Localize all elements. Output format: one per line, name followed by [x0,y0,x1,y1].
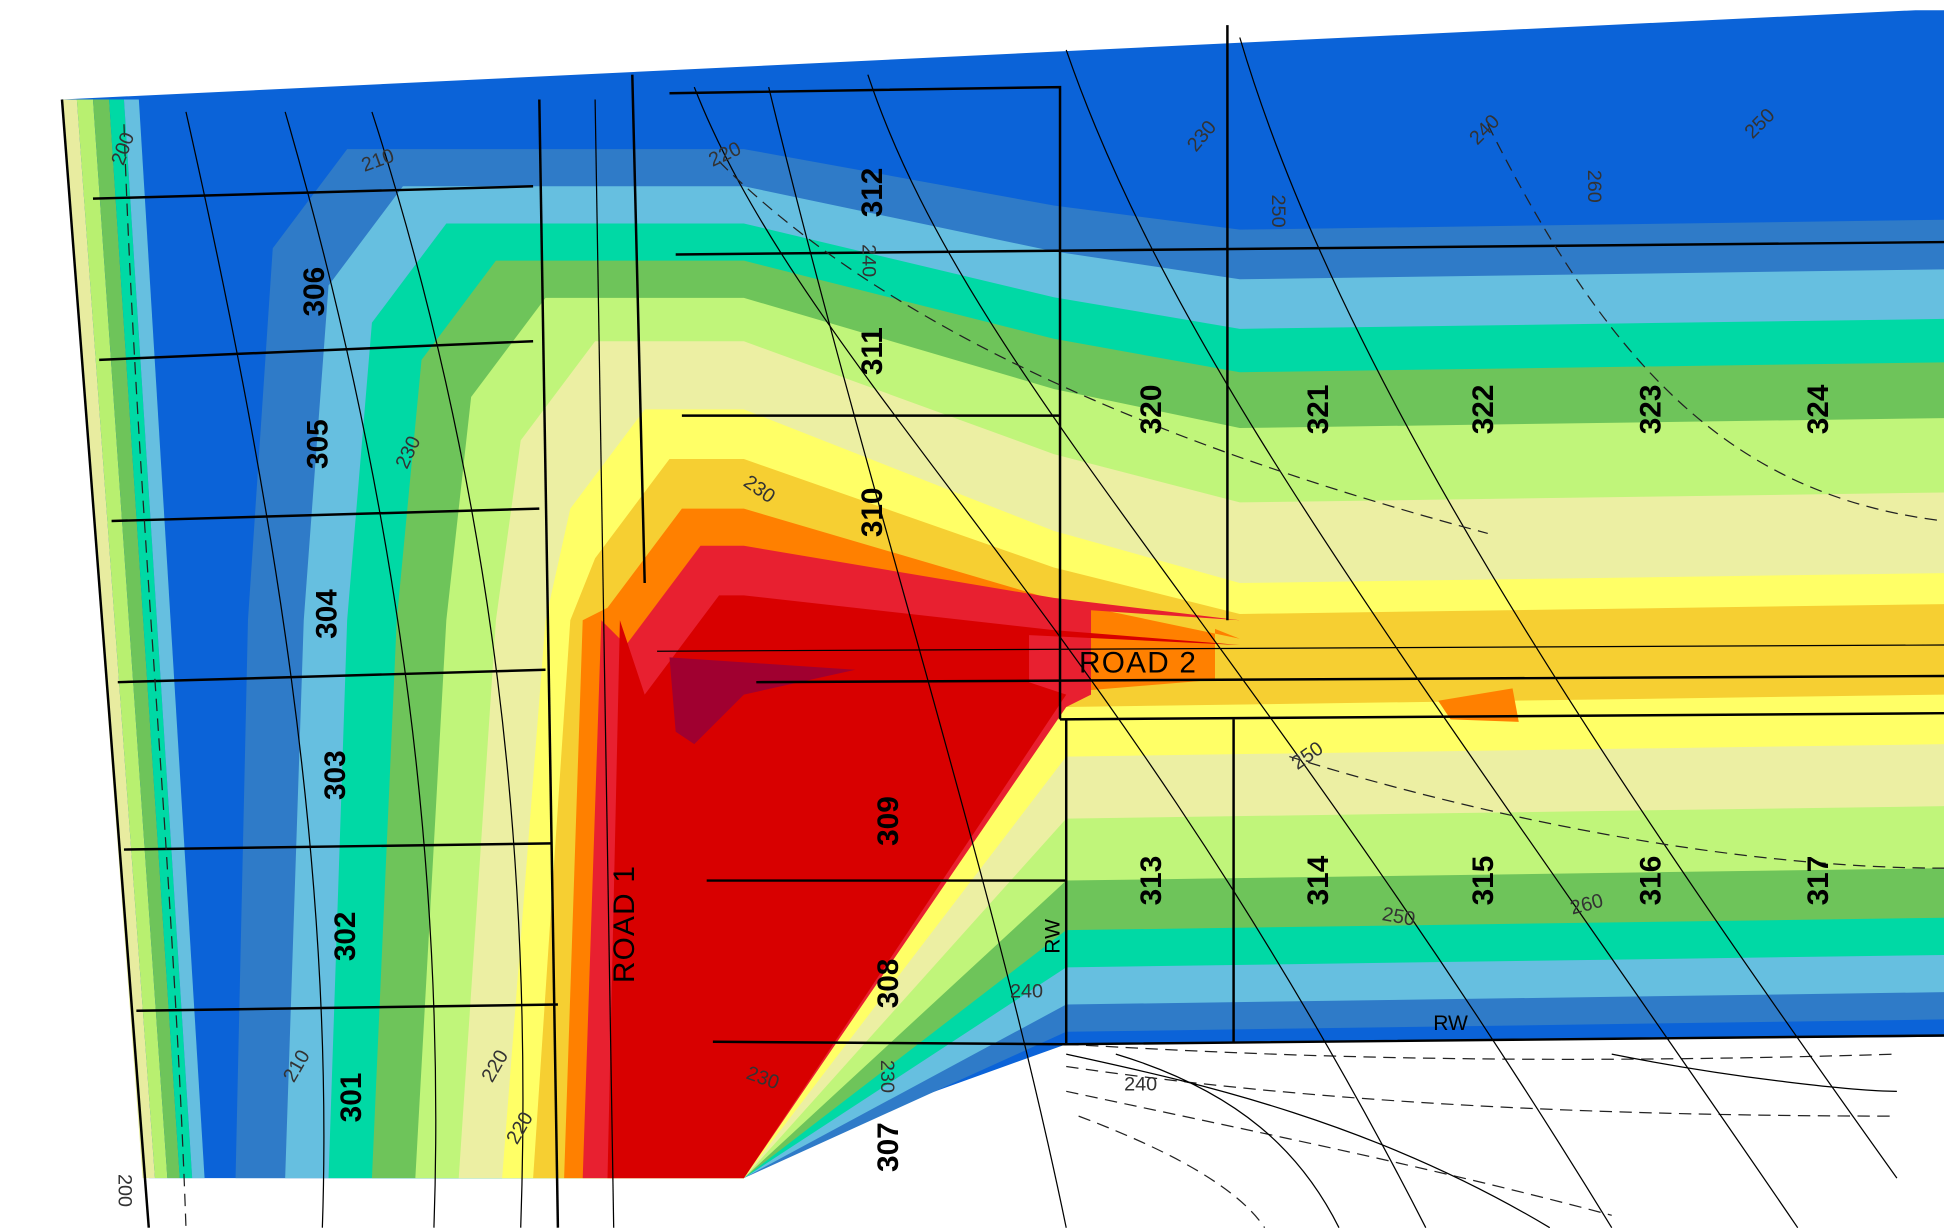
road-edge [631,74,646,584]
lot-line [675,240,1944,256]
lot-number: 303 [319,750,352,800]
lot-number: 305 [302,419,335,469]
band [109,99,193,1179]
lot-number: 301 [335,1073,368,1123]
lot-lines [60,25,1944,1228]
contour-line [1066,1053,1897,1228]
contour-label: 240 [1010,980,1043,1002]
lot-number: 309 [872,796,905,846]
lot-line [117,668,546,684]
road-label: ROAD 1 [608,865,641,983]
labels: 306 305 304 303 302 301 312 311 310 309 308 307 320 3… [107,104,1835,1207]
lot-line [111,507,540,523]
rw-label: RW [1041,919,1064,954]
lot-number: 320 [1135,385,1168,435]
contour-label: 260 [1583,170,1605,203]
lot-number: 323 [1635,385,1668,435]
lot-number: 311 [856,327,889,375]
contour-label: 250 [1380,903,1416,930]
rw-label: RW [1433,1012,1468,1035]
lot-number: 312 [856,168,889,218]
band [669,657,856,745]
lot-line [99,340,534,362]
contour-label: 240 [858,244,880,277]
contour-label: 250 [1267,195,1289,228]
lot-number: 306 [298,267,331,317]
lot-number: 315 [1467,856,1500,906]
band [92,99,180,1179]
band [61,99,155,1179]
lot-line [1064,719,1944,1046]
contour-label: 240 [1124,1073,1157,1095]
lot-number: 316 [1635,856,1668,906]
road-label: ROAD 2 [1079,647,1197,680]
road-edge [60,99,151,1228]
lot-number: 307 [872,1122,905,1172]
road-centerline [594,99,615,1228]
lot-number: 313 [1135,856,1168,906]
lot-number: 322 [1467,385,1500,435]
band [1438,688,1519,722]
lot-number: 302 [329,912,362,962]
lot-line [712,1040,1067,1046]
contour-line [185,37,1898,1228]
contour-line [123,124,1944,1228]
lot-number: 304 [310,589,343,639]
band [607,595,1240,1179]
contour-label: 200 [114,1174,136,1207]
contour-label: 230 [876,1060,898,1093]
lot-number: 317 [1802,856,1835,906]
band [76,99,168,1179]
lot-line [92,185,534,200]
lot-number: 321 [1302,385,1335,435]
road-centerline [657,644,1944,652]
contour-line [1066,1043,1897,1228]
road-edge [538,99,560,1228]
lot-number: 314 [1302,855,1335,905]
lot-line [123,842,552,851]
lot-line [136,1003,558,1012]
lot-line [669,85,1062,720]
lot-number: 308 [872,959,905,1009]
lot-line [1060,711,1944,721]
road-edge [756,674,1944,684]
band [123,99,205,1179]
lot-number: 324 [1802,384,1835,434]
elevation-bands [61,10,1944,1179]
lot-number: 310 [856,488,889,538]
